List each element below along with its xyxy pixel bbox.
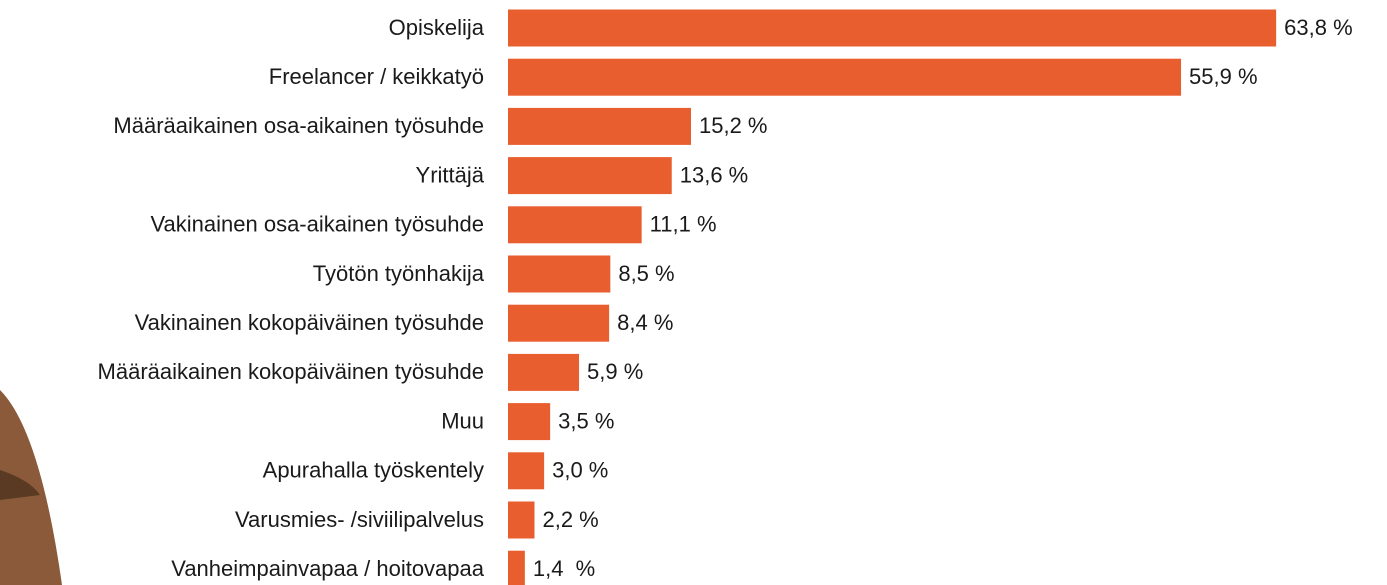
category-label: Yrittäjä bbox=[416, 162, 485, 187]
bar bbox=[508, 403, 551, 441]
category-label: Määräaikainen osa-aikainen työsuhde bbox=[113, 113, 484, 138]
bar bbox=[508, 58, 1182, 96]
value-label: 8,5 % bbox=[618, 261, 674, 286]
category-label: Vakinainen osa-aikainen työsuhde bbox=[151, 212, 485, 237]
bar bbox=[508, 9, 1277, 47]
bar bbox=[508, 304, 610, 342]
value-label: 5,9 % bbox=[587, 359, 643, 384]
bar bbox=[508, 206, 642, 244]
bar bbox=[508, 107, 692, 145]
decorative-image-detail bbox=[0, 470, 40, 500]
category-label: Vakinainen kokopäiväinen työsuhde bbox=[135, 310, 484, 335]
value-label: 2,2 % bbox=[542, 507, 598, 532]
bar bbox=[508, 550, 525, 585]
category-label: Vanheimpainvapaa / hoitovapaa bbox=[171, 556, 484, 581]
category-label: Työtön työnhakija bbox=[313, 261, 485, 286]
bar bbox=[508, 501, 535, 539]
value-label: 63,8 % bbox=[1284, 15, 1353, 40]
category-label: Muu bbox=[441, 408, 484, 433]
category-label: Apurahalla työskentely bbox=[263, 458, 484, 483]
bar bbox=[508, 452, 545, 490]
value-label: 13,6 % bbox=[680, 162, 749, 187]
value-label: 1,4 % bbox=[533, 556, 595, 581]
bar bbox=[508, 353, 580, 391]
value-label: 3,0 % bbox=[552, 458, 608, 483]
value-label: 55,9 % bbox=[1189, 64, 1258, 89]
value-label: 15,2 % bbox=[699, 113, 768, 138]
category-label: Määräaikainen kokopäiväinen työsuhde bbox=[98, 359, 484, 384]
bar bbox=[508, 157, 672, 195]
category-label: Varusmies- /siviilipalvelus bbox=[235, 507, 484, 532]
bar bbox=[508, 255, 611, 293]
value-label: 3,5 % bbox=[558, 408, 614, 433]
value-label: 11,1 % bbox=[650, 212, 717, 237]
value-label: 8,4 % bbox=[617, 310, 673, 335]
category-label: Opiskelija bbox=[389, 15, 485, 40]
category-label: Freelancer / keikkatyö bbox=[269, 64, 484, 89]
